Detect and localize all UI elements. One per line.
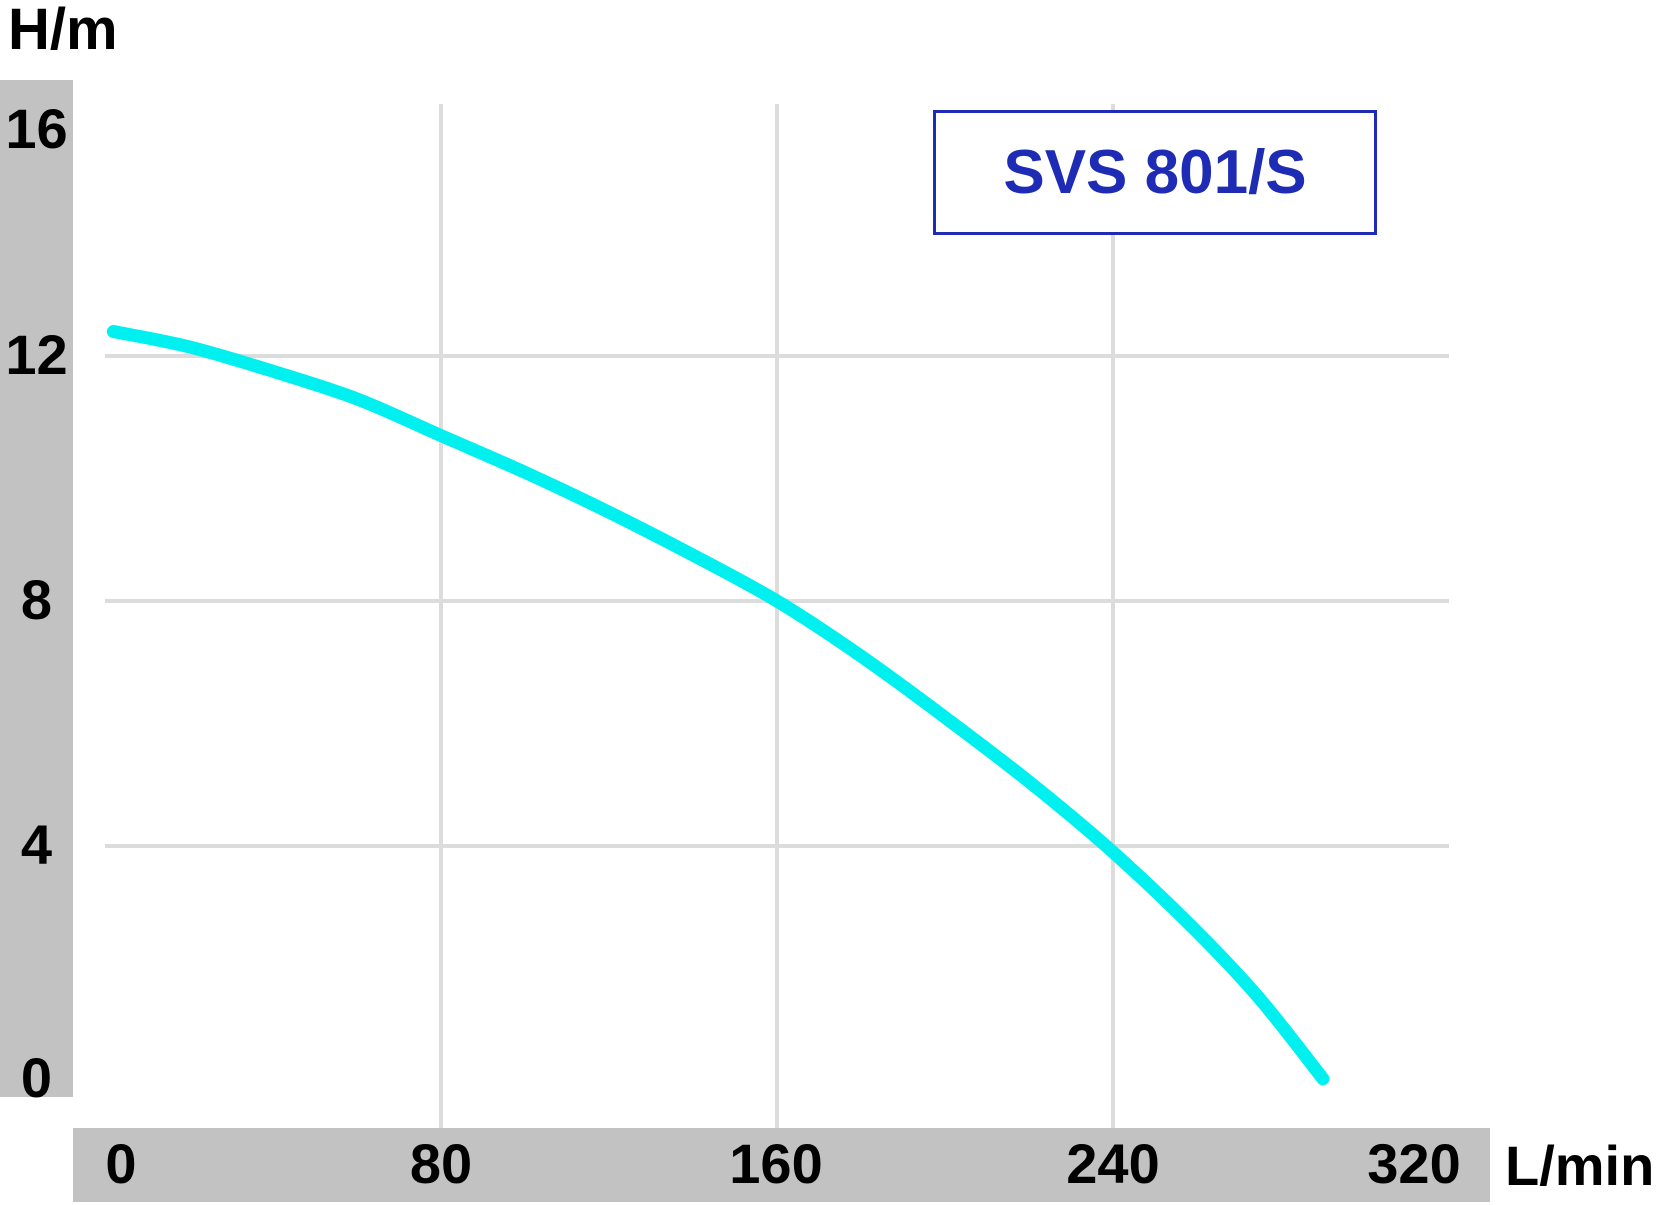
y-tick-16: 16 — [5, 96, 68, 160]
y-axis-bar: 16 12 8 4 0 — [0, 80, 73, 1105]
x-axis-bar: 0 80 160 240 320 — [73, 1128, 1490, 1202]
pump-performance-curve — [106, 325, 1330, 1086]
x-tick-320: 320 — [1367, 1131, 1461, 1195]
x-tick-80: 80 — [409, 1131, 473, 1195]
y-tick-8: 8 — [20, 567, 53, 631]
y-tick-0: 0 — [20, 1045, 53, 1109]
chart-title: SVS 801/S — [1003, 137, 1307, 207]
x-tick-0: 0 — [105, 1131, 137, 1195]
chart-title-box: SVS 801/S — [933, 110, 1377, 235]
x-axis-title: L/min — [1505, 1133, 1655, 1197]
x-tick-160: 160 — [729, 1131, 823, 1195]
y-tick-12: 12 — [5, 322, 68, 386]
y-axis-title: H/m — [8, 0, 118, 62]
y-tick-4: 4 — [20, 812, 53, 876]
x-tick-240: 240 — [1066, 1131, 1160, 1195]
